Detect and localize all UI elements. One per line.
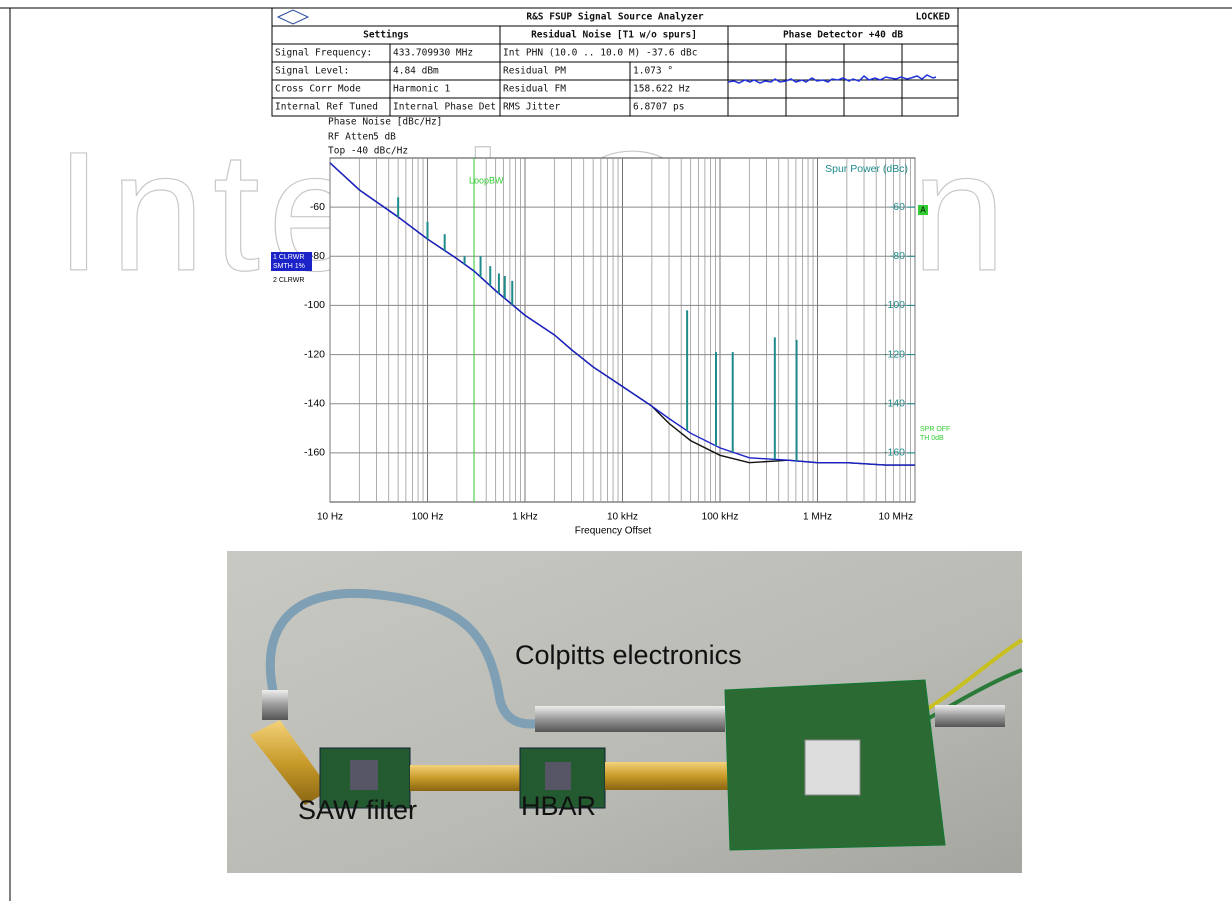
table-cell: Int PHN (10.0 .. 10.0 M) -37.6 dBc bbox=[503, 48, 697, 59]
table-lines bbox=[272, 25, 958, 116]
component bbox=[804, 739, 861, 796]
photo-label: Colpitts electronics bbox=[515, 640, 742, 670]
cable bbox=[265, 588, 547, 729]
connector bbox=[250, 720, 330, 805]
y-tick-label: -60 bbox=[310, 201, 325, 213]
y2-tick-label: -120 bbox=[884, 348, 905, 360]
x-tick-label: 10 kHz bbox=[607, 512, 638, 523]
lock-status: LOCKED bbox=[916, 12, 951, 23]
photo: Colpitts electronics SAW filter HBAR bbox=[227, 551, 1024, 873]
table-cell: Harmonic 1 bbox=[393, 84, 450, 95]
rf-atten-label: RF Atten bbox=[328, 132, 374, 143]
column-header: Residual Noise [T1 w/o spurs] bbox=[531, 30, 697, 41]
connector bbox=[262, 690, 288, 720]
x-tick-label: 10 MHz bbox=[879, 512, 913, 523]
marker-box bbox=[918, 205, 928, 215]
chip bbox=[350, 760, 378, 790]
y2-tick-label: -140 bbox=[884, 397, 905, 409]
x-tick-label: 10 Hz bbox=[317, 512, 343, 523]
y-tick-label: -120 bbox=[304, 348, 325, 360]
y-tick-label: -160 bbox=[304, 447, 325, 459]
table-cell: 158.622 Hz bbox=[633, 84, 690, 95]
y2-tick-label: -60 bbox=[890, 201, 905, 213]
table-cell: Signal Level: bbox=[275, 66, 349, 77]
table-cell: Residual PM bbox=[503, 66, 566, 77]
table-cell: 6.8707 ps bbox=[633, 102, 684, 113]
y-tick-label: -100 bbox=[304, 299, 325, 311]
y2-tick-label: -80 bbox=[890, 250, 905, 262]
phase-noise-chart: 10 Hz 100 Hz 1 kHz 10 kHz 100 kHz 1 MHz 10 MHz… bbox=[304, 158, 916, 523]
table-cell: 4.84 dBm bbox=[393, 66, 439, 77]
connector bbox=[935, 705, 1005, 727]
y2-tick-label: -160 bbox=[884, 447, 905, 459]
marker-label: A bbox=[920, 206, 926, 215]
y2-tick-label: -100 bbox=[884, 299, 905, 311]
chip bbox=[545, 762, 571, 790]
photo-label: SAW filter bbox=[298, 795, 417, 825]
threshold-status: TH 0dB bbox=[920, 435, 944, 442]
legend-entry: 1 CLRWR bbox=[273, 254, 304, 261]
column-header: Phase Detector +40 dB bbox=[783, 30, 903, 41]
x-tick-label: 100 kHz bbox=[702, 512, 739, 523]
spur-status: SPR OFF bbox=[920, 426, 950, 433]
connector bbox=[410, 765, 525, 791]
top-level-label: Top -40 dBc/Hz bbox=[328, 146, 408, 157]
photo-label: HBAR bbox=[521, 791, 596, 821]
column-header: Settings bbox=[363, 30, 409, 41]
table-cell: Residual FM bbox=[503, 84, 566, 95]
table-cell: RMS Jitter bbox=[503, 102, 560, 113]
connector bbox=[535, 706, 725, 732]
trace-info: SMTH 1% bbox=[273, 263, 305, 270]
table-cell: 433.709930 MHz bbox=[393, 48, 473, 59]
table-title: R&S FSUP Signal Source Analyzer bbox=[526, 12, 704, 23]
connector bbox=[605, 762, 735, 790]
table-cell: Internal Ref Tuned bbox=[275, 102, 378, 113]
legend-entry: 2 CLRWR bbox=[273, 277, 304, 284]
x-tick-label: 1 kHz bbox=[512, 512, 538, 523]
x-axis-title: Frequency Offset bbox=[575, 526, 652, 537]
table-cell: Internal Phase Det bbox=[393, 102, 496, 113]
table-cell: Cross Corr Mode bbox=[275, 84, 361, 95]
x-tick-label: 100 Hz bbox=[412, 512, 444, 523]
y-tick-label: -80 bbox=[310, 250, 325, 262]
noise-trace bbox=[329, 162, 915, 466]
y-axis-title: Phase Noise [dBc/Hz] bbox=[328, 117, 442, 128]
table-cell: Signal Frequency: bbox=[275, 48, 372, 59]
logo bbox=[276, 9, 310, 25]
y-tick-label: -140 bbox=[304, 397, 325, 409]
detector-trace bbox=[727, 74, 937, 84]
rf-atten-value: 5 dB bbox=[373, 132, 396, 143]
loop-bw-label: LoopBW bbox=[469, 175, 504, 185]
y2-axis-title: Spur Power (dBc) bbox=[825, 163, 908, 175]
x-tick-label: 1 MHz bbox=[803, 512, 832, 523]
trace-legend-box bbox=[271, 252, 312, 271]
header-table: R&S FSUP Signal Source Analyzer LOCKED S… bbox=[271, 7, 959, 117]
table-cell: 1.073 ° bbox=[633, 66, 673, 77]
